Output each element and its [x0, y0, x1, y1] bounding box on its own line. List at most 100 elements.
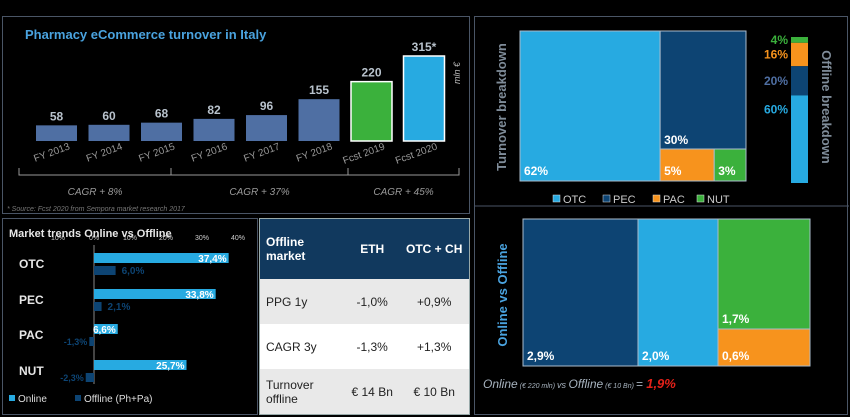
ovo-pec-label: 2,9% — [527, 349, 555, 363]
cagr-bracket — [170, 168, 349, 176]
x-tick-label: FY 2015 — [137, 141, 177, 164]
breakdown-panel: Turnover breakdown 62% 30% 5% 3% 4% 16% 20% 60% O… — [474, 16, 849, 415]
turnover-bar — [298, 99, 340, 141]
table-cell: € 14 Bn — [345, 369, 400, 414]
breakdown-legend-label: OTC — [563, 194, 586, 206]
turnover-bar — [350, 80, 393, 142]
legend-offline-swatch — [75, 395, 81, 401]
ovo-nut-label: 1,7% — [722, 312, 750, 326]
turnover-chart: Pharmacy eCommerce turnover in Italy mln … — [7, 27, 462, 213]
offline-breakdown-segment — [791, 95, 808, 183]
table-header-market: Offline market — [260, 219, 345, 279]
breakdown-legend-swatch — [696, 194, 705, 203]
footer-part: vs — [557, 380, 569, 390]
offline-breakdown-label: 20% — [764, 74, 788, 88]
offline-breakdown-segment — [791, 42, 808, 67]
turnover-bar — [402, 55, 446, 142]
online-value-label: 33,8% — [185, 290, 213, 301]
market-trends-chart: 10% 0% 10% 20% 30% 40% Market trends Online vs… — [9, 228, 245, 405]
turnover-panel: Pharmacy eCommerce turnover in Italy mln … — [2, 16, 470, 214]
table-cell: -1,0% — [345, 279, 400, 324]
offline-value-label: 2,1% — [108, 302, 131, 313]
breakdown-legend-label: NUT — [707, 194, 730, 206]
axis-tick-label: 20% — [159, 235, 173, 242]
table-cell: Turnover offline — [260, 369, 345, 414]
offline-bar — [85, 373, 94, 382]
axis-tick-label: 40% — [231, 235, 245, 242]
treemap-pac — [659, 148, 715, 182]
table-cell: +1,3% — [399, 324, 469, 369]
treemap-pec — [659, 30, 747, 150]
ovo-otc-label: 2,0% — [642, 349, 670, 363]
cagr-label: CAGR + 8% — [68, 187, 123, 198]
ovo-pac-box — [717, 328, 811, 367]
bar-value-label: 315* — [412, 40, 437, 54]
breakdown-legend-label: PAC — [663, 194, 685, 206]
cagr-bracket — [18, 168, 172, 176]
breakdown-charts: Turnover breakdown 62% 30% 5% 3% 4%16% 20% 60% O… — [475, 30, 849, 391]
footer-part: Online — [483, 377, 518, 391]
offline-bar — [94, 266, 116, 275]
legend-online-label: Online — [18, 394, 47, 405]
breakdown-legend-label: PEC — [613, 194, 636, 206]
axis-tick-label: 10% — [123, 235, 137, 242]
offline-value-label: -1,3% — [64, 337, 88, 347]
treemap-pac-label: 5% — [664, 164, 682, 178]
online-bar — [94, 360, 187, 370]
offline-breakdown-segment — [791, 66, 808, 96]
footer-part: (€ 220 mln) — [518, 383, 557, 390]
bar-value-label: 60 — [102, 109, 116, 123]
offline-breakdown-label: 4% — [771, 33, 789, 47]
breakdown-legend-swatch — [552, 194, 561, 203]
online-value-label: 6,6% — [93, 325, 116, 336]
turnover-bar — [88, 124, 130, 141]
bar-value-label: 82 — [207, 103, 221, 117]
online-vs-offline-title: Online vs Offline — [495, 243, 510, 346]
table-header-eth: ETH — [345, 219, 400, 279]
ovo-pac-label: 0,6% — [722, 349, 750, 363]
market-trends-title: Market trends Online vs Offline — [9, 228, 172, 240]
source-note: * Source: Fcst 2020 from Sempora market … — [7, 206, 186, 213]
category-label: PAC — [19, 328, 44, 342]
treemap-nut — [713, 148, 747, 182]
offline-value-label: 6,0% — [122, 266, 145, 277]
breakdown-legend-swatch — [652, 194, 661, 203]
table-header-otc-ch: OTC + CH — [399, 219, 469, 279]
x-tick-label: FY 2014 — [85, 141, 125, 164]
unit-label: mln € — [452, 61, 462, 84]
axis-tick-label: 30% — [195, 235, 209, 242]
treemap-otc — [519, 30, 661, 182]
online-value-label: 37,4% — [198, 254, 226, 265]
axis-tick-label: 0% — [89, 235, 99, 242]
online-bar — [94, 289, 216, 299]
offline-breakdown-label: 16% — [764, 48, 788, 62]
footer-part: (€ 10 Bn) — [603, 383, 636, 390]
offline-breakdown-label: 60% — [764, 102, 788, 116]
market-trends-panel: 10% 0% 10% 20% 30% 40% Market trends Online vs… — [2, 218, 258, 415]
online-bar — [94, 324, 118, 334]
breakdown-legend-swatch — [602, 194, 611, 203]
offline-bar — [94, 302, 102, 311]
bar-value-label: 96 — [260, 99, 274, 113]
legend-offline-label: Offline (Ph+Pa) — [84, 394, 152, 405]
cagr-label: CAGR + 45% — [373, 187, 433, 198]
cagr-label: CAGR + 37% — [229, 187, 289, 198]
legend-online-swatch — [9, 395, 15, 401]
turnover-bar — [246, 115, 287, 141]
x-tick-label: FY 2016 — [190, 141, 230, 164]
offline-market-table: Offline market ETH OTC + CH PPG 1y -1,0%… — [259, 218, 470, 415]
category-label: PEC — [19, 293, 44, 307]
category-label: NUT — [19, 364, 44, 378]
offline-breakdown-title: Offline breakdown — [819, 50, 834, 163]
table-cell: € 10 Bn — [399, 369, 469, 414]
turnover-bar — [193, 118, 235, 141]
treemap-nut-label: 3% — [718, 164, 736, 178]
ovo-pec-box — [522, 218, 639, 367]
bar-value-label: 58 — [50, 109, 64, 123]
cagr-bracket — [347, 168, 460, 176]
offline-value-label: -2,3% — [60, 373, 84, 383]
table-cell: CAGR 3y — [260, 324, 345, 369]
category-label: OTC — [19, 257, 45, 271]
footer-part: Offline — [569, 377, 604, 391]
footer-part: = — [636, 377, 646, 391]
